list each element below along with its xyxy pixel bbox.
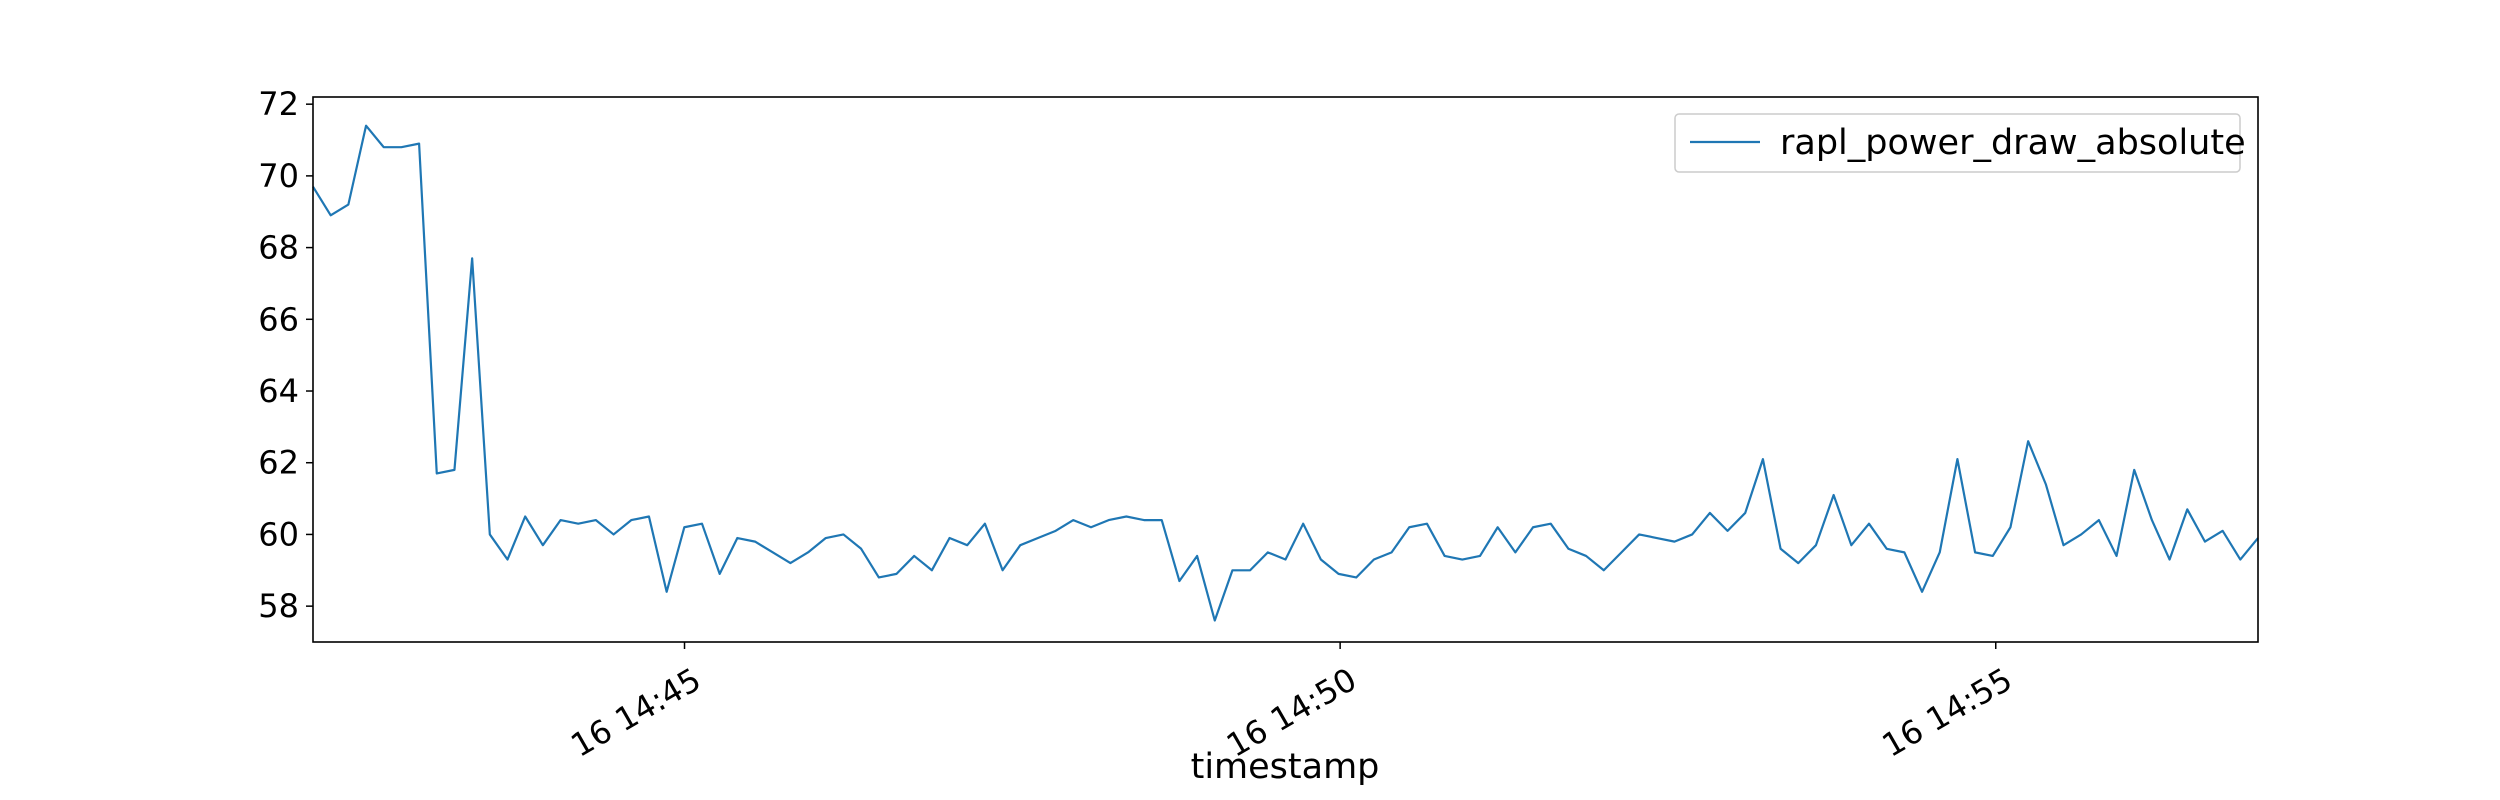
y-tick-label: 58	[258, 587, 299, 625]
legend: rapl_power_draw_absolute	[1674, 113, 2246, 173]
y-tick-label: 60	[258, 515, 299, 553]
series-layer	[312, 124, 2259, 622]
plot-area	[312, 96, 2259, 643]
x-tick-label: 16 14:45	[564, 660, 707, 764]
x-tick-label: 16 14:55	[1876, 660, 2019, 764]
plot-frame	[312, 96, 2259, 643]
legend-box	[1674, 113, 2241, 173]
y-tick-label: 70	[258, 157, 299, 195]
y-tick-label: 68	[258, 229, 299, 267]
y-axis: 58 60 62 64 66 68 70 72	[258, 85, 313, 625]
y-tick-label: 66	[258, 300, 299, 338]
y-tick-label: 62	[258, 444, 299, 482]
x-axis-label: timestamp	[1191, 747, 1380, 787]
y-tick-label: 72	[258, 85, 299, 123]
legend-label: rapl_power_draw_absolute	[1780, 123, 2246, 163]
y-tick-label: 64	[258, 372, 299, 410]
series-line	[312, 124, 2259, 622]
